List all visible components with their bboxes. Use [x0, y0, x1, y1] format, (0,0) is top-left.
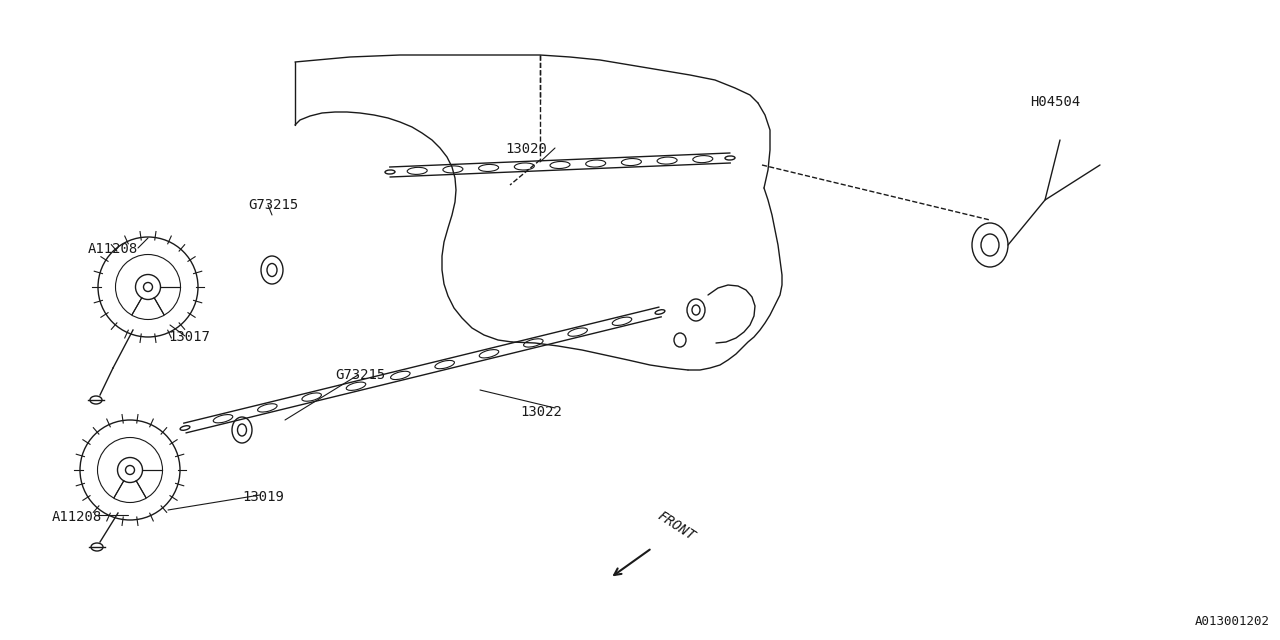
Text: 13020: 13020 — [506, 142, 547, 156]
Text: 13019: 13019 — [242, 490, 284, 504]
Text: FRONT: FRONT — [655, 508, 698, 543]
Text: A11208: A11208 — [52, 510, 102, 524]
Text: A11208: A11208 — [88, 242, 138, 256]
Text: A013001202: A013001202 — [1196, 615, 1270, 628]
Text: H04504: H04504 — [1030, 95, 1080, 109]
Text: 13017: 13017 — [168, 330, 210, 344]
Text: 13022: 13022 — [520, 405, 562, 419]
Text: G73215: G73215 — [335, 368, 385, 382]
Text: G73215: G73215 — [248, 198, 298, 212]
